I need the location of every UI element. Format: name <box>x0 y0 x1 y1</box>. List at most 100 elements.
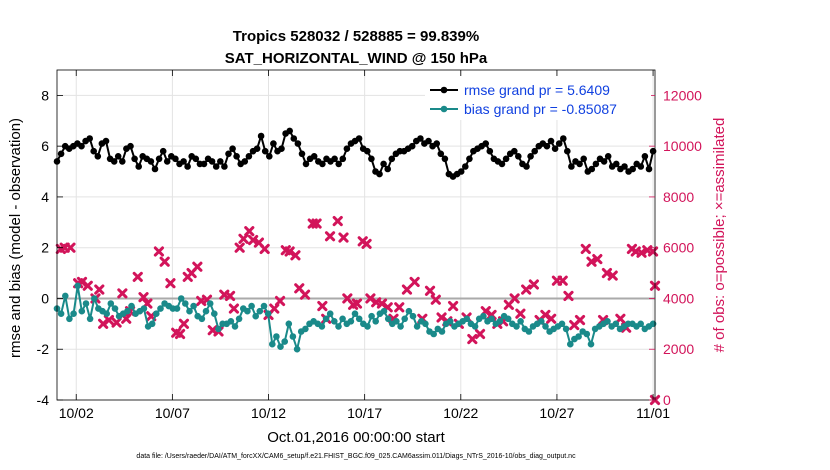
obs-marker <box>607 270 618 281</box>
bias-point <box>517 318 524 325</box>
rmse-point <box>384 165 392 173</box>
rmse-point <box>241 158 249 165</box>
bias-point <box>422 320 429 328</box>
rmse-point <box>131 155 138 163</box>
y-left-tick-label: -2 <box>37 341 50 357</box>
bias-point <box>637 320 644 328</box>
rmse-point <box>114 153 122 160</box>
y-left-tick-label: 6 <box>41 138 49 154</box>
bias-point <box>318 323 326 330</box>
obs-marker <box>290 250 301 261</box>
obs-marker <box>351 298 363 309</box>
obs-marker <box>424 285 436 296</box>
obs-marker <box>557 275 568 286</box>
bias-point <box>78 307 86 315</box>
bias-point <box>244 307 251 315</box>
bias-point <box>62 292 69 300</box>
bias-point <box>157 305 164 312</box>
rmse-point <box>564 147 571 155</box>
bias-point <box>269 340 276 348</box>
x-tick-label: 11/01 <box>636 405 670 421</box>
bias-point <box>372 318 380 325</box>
rmse-point <box>547 137 555 145</box>
bias-point <box>198 315 206 323</box>
rmse-point <box>555 140 563 147</box>
bias-point <box>583 330 591 338</box>
bias-point <box>525 328 533 335</box>
rmse-point <box>253 145 261 152</box>
bias-point <box>107 300 115 307</box>
bias-point <box>256 307 264 315</box>
bias-point <box>177 295 185 302</box>
obs-marker <box>521 284 532 295</box>
bias-point <box>227 318 235 325</box>
obs-marker <box>317 300 328 312</box>
obs-marker <box>259 243 270 255</box>
bias-point <box>604 318 611 325</box>
rmse-point <box>511 147 518 155</box>
rmse-point <box>278 145 285 152</box>
bias-point <box>91 295 98 302</box>
rmse-point <box>102 137 110 145</box>
bias-point <box>480 312 487 320</box>
obs-marker <box>448 300 459 312</box>
obs-marker <box>274 295 286 307</box>
bias-point <box>567 340 574 348</box>
rmse-point <box>331 155 338 163</box>
bias-point <box>488 315 495 323</box>
bias-point <box>351 310 359 318</box>
rmse-point <box>319 160 326 168</box>
rmse-point <box>159 147 167 155</box>
chart-title-line2: SAT_HORIZONTAL_WIND @ 150 hPa <box>225 50 488 67</box>
obs-marker <box>174 328 186 340</box>
rmse-point <box>433 140 441 147</box>
rmse-point <box>86 135 93 142</box>
rmse-point <box>527 153 534 160</box>
bias-point <box>186 307 193 315</box>
bias-point <box>380 307 388 315</box>
rmse-point <box>163 158 171 165</box>
bias-point <box>364 323 371 330</box>
rmse-point <box>208 158 216 165</box>
plot-frame <box>56 69 656 401</box>
bias-point <box>281 338 289 345</box>
bias-point <box>285 320 293 328</box>
obs-marker <box>165 278 176 289</box>
bias-point <box>471 323 479 330</box>
bias-point <box>277 343 284 351</box>
bias-point <box>347 318 355 325</box>
rmse-point <box>57 150 65 158</box>
obs-marker <box>178 318 190 329</box>
rmse-point <box>364 147 371 155</box>
bias-point <box>355 315 363 323</box>
bias-point <box>103 310 110 318</box>
rmse-point <box>110 158 118 165</box>
y-right-tick-label: 4000 <box>663 290 694 306</box>
obs-marker <box>228 303 239 314</box>
bias-point <box>397 323 404 330</box>
y-axis-left-label: rmse and bias (model - observation) <box>7 118 24 358</box>
obs-marker <box>394 302 405 313</box>
y-right-tick-label: 10000 <box>663 138 702 154</box>
bias-point <box>140 305 148 312</box>
rmse-point <box>127 142 134 150</box>
bias-point <box>302 325 309 333</box>
bias-point <box>322 315 330 323</box>
obs-marker <box>528 279 539 290</box>
bias-point <box>339 315 346 323</box>
rmse-point <box>531 147 538 155</box>
x-tick-label: 10/27 <box>539 405 574 421</box>
obs-marker <box>615 313 626 324</box>
bias-point <box>289 333 297 340</box>
y-left-tick-label: 2 <box>41 240 49 256</box>
bias-point <box>231 323 239 330</box>
obs-marker <box>138 292 149 303</box>
rmse-point <box>580 155 587 163</box>
obs-marker <box>467 333 478 345</box>
rmse-point <box>604 153 612 160</box>
rmse-point <box>388 155 396 163</box>
bias-point <box>293 345 301 353</box>
y-right-tick-label: 12000 <box>663 87 702 103</box>
